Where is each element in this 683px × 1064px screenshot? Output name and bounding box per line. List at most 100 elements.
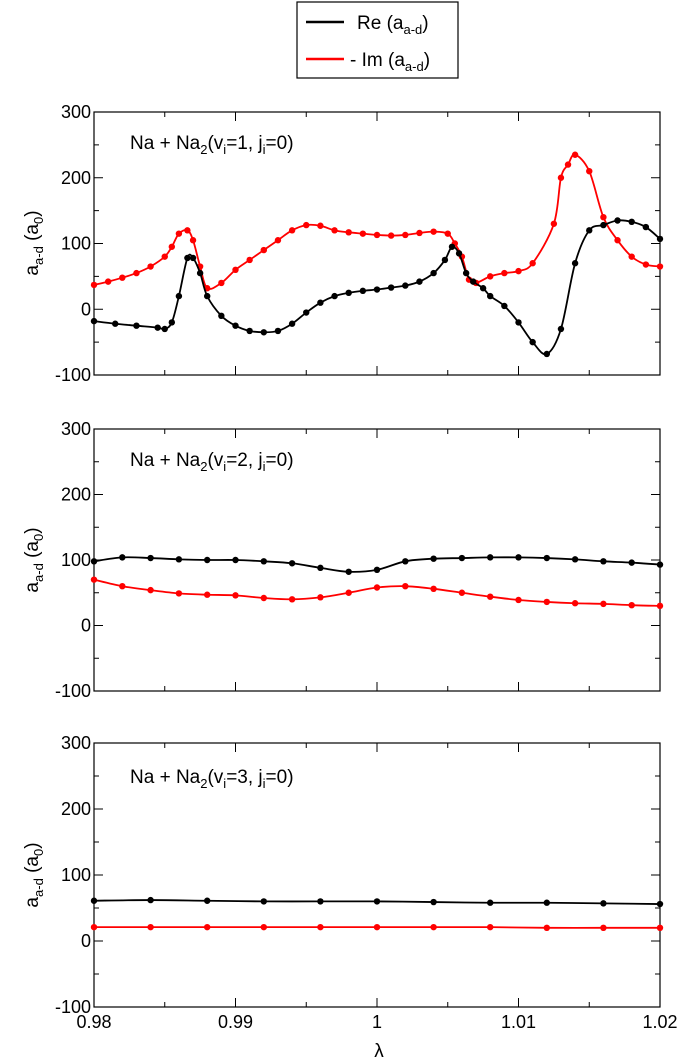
panel-2-series-im-point bbox=[232, 592, 239, 599]
panel-2-series-im-point bbox=[260, 594, 267, 602]
panel-1-series-re-point bbox=[175, 292, 183, 300]
panel-2-series-im-point bbox=[515, 596, 522, 604]
panel-3-x-tick-label: 1.02 bbox=[642, 1012, 677, 1032]
panel-1-series-re-point bbox=[402, 282, 409, 289]
panel-1-series-re-point bbox=[359, 287, 367, 295]
panel-3-series-im-point bbox=[430, 923, 437, 931]
panel-2-series-re-point bbox=[430, 555, 437, 562]
panel-3-label-mid: (v bbox=[207, 767, 223, 788]
panel-3-y-axis-title-main: a bbox=[22, 897, 43, 908]
panel-1-series-re-point bbox=[331, 292, 338, 300]
panel-1-series-im-point bbox=[260, 246, 267, 254]
panel-3-x-tick-label: 1.01 bbox=[501, 1012, 536, 1032]
panel-2-series-re-point bbox=[147, 554, 154, 562]
panel-3-label-sub: 2 bbox=[200, 776, 207, 791]
panel-2-series-re-point bbox=[656, 561, 664, 568]
panel-3: Na + Na2(vi=3, ji=0) aa-d (a0) -10001002… bbox=[22, 733, 678, 1032]
panel-3-series-re-point bbox=[204, 897, 211, 904]
panel-2-series-re-point bbox=[600, 558, 607, 565]
panel-1-series-im-point bbox=[515, 267, 522, 275]
panel-2-label-mid: (v bbox=[207, 450, 223, 471]
panel-1-series-re-point bbox=[184, 254, 191, 262]
panel-2-series-im-point bbox=[628, 601, 635, 609]
panel-2-series-im-point bbox=[571, 600, 579, 607]
panel-1-series-re-point bbox=[189, 254, 197, 262]
panel-3-label: Na + Na2(vi=3, ji=0) bbox=[130, 767, 294, 791]
panel-1-series-im-point bbox=[430, 228, 437, 235]
legend-box bbox=[296, 1, 459, 79]
panel-2-series-im-point bbox=[90, 576, 98, 583]
panel-1-series-re-point bbox=[462, 269, 470, 277]
panel-1-series-im-point bbox=[416, 229, 423, 237]
panel-2-label-sub: 2 bbox=[200, 459, 207, 474]
panel-2: Na + Na2(vi=2, ji=0) aa-d (a0) -10001002… bbox=[22, 419, 664, 701]
panel-1-series-im-point bbox=[402, 231, 409, 239]
panel-1-label-post1: =1, j bbox=[226, 133, 262, 154]
panel-1-series-im-point bbox=[184, 227, 191, 234]
panel-1-series-re-point bbox=[387, 284, 395, 291]
panel-3-series-im-point bbox=[656, 924, 664, 931]
panel-1-series-re-point bbox=[204, 292, 211, 300]
panel-2-series-im-point bbox=[204, 591, 211, 598]
panel-1-series-im-line bbox=[93, 153, 661, 290]
panel-3-series-re-point bbox=[317, 898, 324, 905]
panel-2-y-tick-label: 200 bbox=[61, 485, 91, 505]
panel-2-y-axis-title-sub: a-d bbox=[31, 563, 46, 582]
panel-1-series-re-point bbox=[168, 319, 176, 326]
panel-3-x-tick-label: 0.99 bbox=[218, 1012, 253, 1032]
panel-1-series-im-point bbox=[274, 237, 282, 244]
panel-1-series-re-point bbox=[196, 269, 204, 277]
panel-2-series-re-point bbox=[345, 568, 352, 575]
panel-2-series-re-point bbox=[373, 566, 381, 574]
panel-1-series-im-point bbox=[288, 227, 296, 234]
panel-3-y-axis-title-sub: a-d bbox=[31, 878, 46, 897]
panel-1-series-im-point bbox=[317, 222, 324, 229]
panel-1-series-im-point bbox=[642, 261, 650, 268]
panel-1-series-im-point bbox=[550, 220, 558, 227]
panel-3-series-im-point bbox=[317, 923, 324, 931]
panel-1-series-im-point bbox=[218, 279, 225, 287]
panel-2-series-im-point bbox=[345, 589, 352, 596]
panel-1-series-re-point bbox=[642, 223, 650, 231]
panel-2-series-im-point bbox=[288, 596, 296, 603]
panel-1-series-re-point bbox=[656, 235, 664, 243]
panel-1-y-axis-title-main: a bbox=[22, 265, 43, 276]
panel-1-series-re-point bbox=[455, 250, 463, 257]
panel-1-y-axis-title-unit: a bbox=[22, 224, 43, 235]
legend-label-im-sub: a-d bbox=[405, 59, 424, 74]
panel-1-series-im-point bbox=[557, 174, 565, 181]
panel-1-y-tick-label: -100 bbox=[55, 365, 91, 385]
panel-2-series-re-point bbox=[487, 554, 494, 561]
panel-1-series-im-point bbox=[175, 230, 183, 237]
legend-label-re-sub: a-d bbox=[403, 22, 422, 37]
panel-3-series-re-point bbox=[260, 898, 267, 905]
legend-label-re-close: ) bbox=[422, 13, 428, 34]
panel-3-series-re-point bbox=[373, 898, 381, 905]
panel-2-series-re-point bbox=[232, 556, 239, 564]
panel-3-y-tick-label: 0 bbox=[81, 931, 91, 951]
panel-2-series-im-point bbox=[487, 593, 494, 600]
legend: Re (aa-d) - Im (aa-d) bbox=[296, 1, 459, 79]
panel-1-series-re-point bbox=[246, 327, 253, 335]
panel-2-series-im-point bbox=[373, 584, 381, 591]
panel-1-series-re-point bbox=[557, 325, 565, 333]
panel-1-series-im-point bbox=[564, 161, 572, 168]
panel-3-y-axis-title-unit: a bbox=[22, 856, 43, 867]
panel-1-series-re-point bbox=[260, 329, 267, 336]
panel-2-label-post1: =2, j bbox=[226, 450, 262, 471]
panel-1-series-im-point bbox=[501, 269, 508, 277]
panel-1-series-im-point bbox=[189, 237, 197, 244]
panel-1-series-im-point bbox=[345, 229, 352, 236]
panel-1-series-re-point bbox=[112, 320, 119, 327]
panel-1-label-i1: i bbox=[223, 142, 226, 157]
panel-1-series-re-point bbox=[529, 338, 536, 346]
panel-2-y-axis-title-space: ( bbox=[22, 551, 43, 563]
legend-label-im-main: - Im (a bbox=[350, 50, 405, 71]
panel-1-series-im-point bbox=[104, 278, 112, 285]
panel-2-y-axis-title-unit: a bbox=[22, 541, 43, 552]
panel-1-series-re-point bbox=[628, 218, 635, 226]
panel-3-series-re-point bbox=[487, 899, 494, 906]
panel-2-series-re-point bbox=[90, 558, 98, 565]
panel-1-series-re-point bbox=[416, 278, 423, 285]
